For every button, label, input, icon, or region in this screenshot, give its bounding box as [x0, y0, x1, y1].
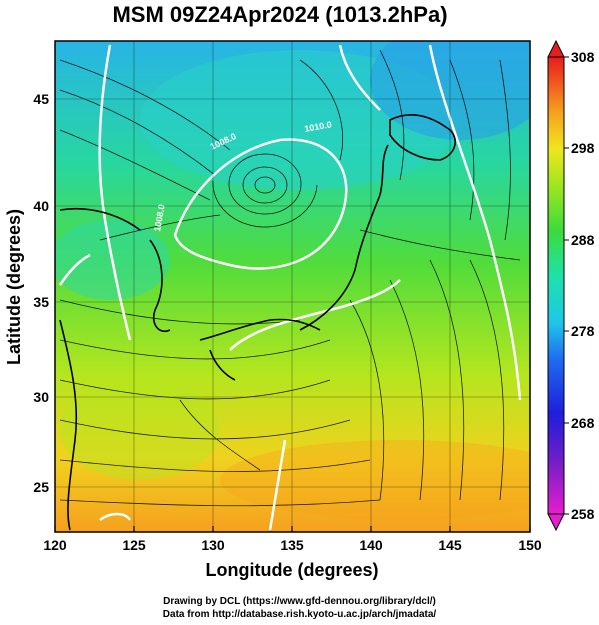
colorbar-tick-label: 308 [571, 49, 595, 65]
x-tick-label: 145 [438, 537, 462, 553]
x-tick-label: 140 [359, 537, 383, 553]
y-tick-label: 30 [33, 389, 49, 405]
y-tick-label: 45 [33, 91, 49, 107]
map-grid [55, 41, 530, 532]
wind-streamlines [59, 49, 521, 507]
colorbar: 308 298 288 278 268 258 [547, 39, 595, 532]
y-tick-label: 25 [33, 479, 49, 495]
x-axis [54, 526, 531, 532]
x-tick-label: 120 [43, 537, 67, 553]
x-tick-label: 135 [280, 537, 304, 553]
map-title: MSM 09Z24Apr2024 (1013.2hPa) [112, 2, 448, 27]
x-tick-label: 125 [122, 537, 146, 553]
x-tick-label: 150 [518, 537, 542, 553]
contour-label: 1008.0 [152, 203, 167, 232]
temperature-field [55, 41, 530, 532]
y-tick-label: 35 [33, 294, 49, 310]
credit-drawing: Drawing by DCL (https://www.gfd-dennou.o… [163, 596, 436, 607]
x-tick-labels: 120 125 130 135 140 145 150 [43, 537, 542, 553]
colorbar-tick-label: 268 [571, 415, 595, 431]
colorbar-tick-label: 298 [571, 140, 595, 156]
colorbar-tick-label: 258 [571, 506, 595, 522]
y-tick-labels: 25 30 35 40 45 [33, 91, 49, 495]
contour-label: 1010.0 [304, 119, 333, 134]
credit-data-source: Data from http://database.rish.kyoto-u.a… [162, 609, 437, 620]
isobar-contours [58, 44, 522, 531]
x-tick-label: 130 [201, 537, 225, 553]
y-axis-label: Latitude (degrees) [4, 209, 24, 365]
x-axis-label: Longitude (degrees) [205, 560, 378, 580]
colorbar-tick-label: 288 [571, 232, 595, 248]
colorbar-tick-label: 278 [571, 323, 595, 339]
y-tick-label: 40 [33, 198, 49, 214]
